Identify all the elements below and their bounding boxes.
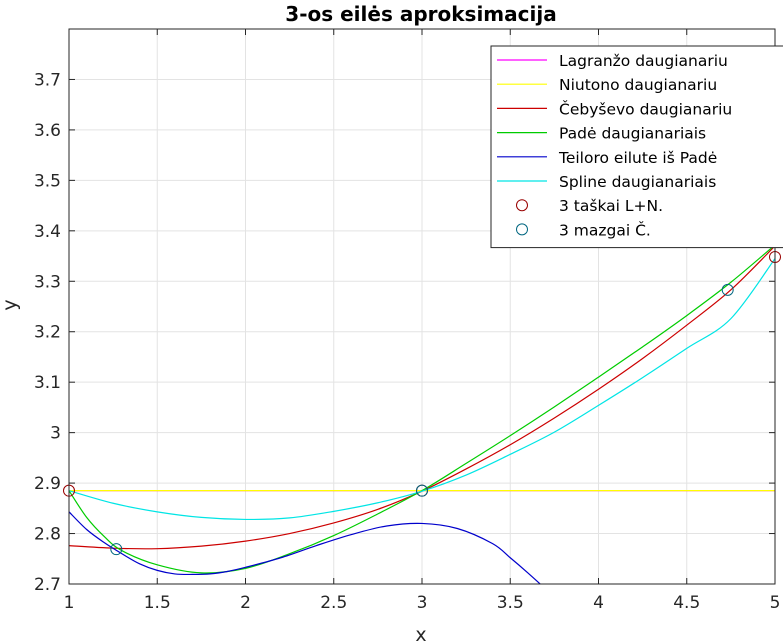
legend-label-lagranzo-daugianariu: Lagranžo daugianariu xyxy=(559,52,728,70)
marker-3-mazgai-c xyxy=(721,283,734,296)
y-tick-label: 3 xyxy=(50,424,61,444)
legend-swatch-3-taskai-l-n xyxy=(516,199,528,212)
y-axis-label: y xyxy=(0,299,21,310)
series-line-spline-daugianariais xyxy=(69,258,775,521)
marker-3-mazgai-c xyxy=(416,484,428,497)
y-tick-label: 3.5 xyxy=(34,171,61,191)
legend-label-niutono-daugianariu: Niutono daugianariu xyxy=(559,76,717,94)
axis-ticks: 1 1.5 2 2.5 3 3.5 4 4.5 5 2.7 2.8 2.9 3 3.1 3.2 3.3 3.4 3… xyxy=(34,29,780,613)
legend-label-pade-daugianariais: Padė daugianariais xyxy=(559,125,706,143)
legend-label-cebysevo-daugianariu: Čebyševo daugianariu xyxy=(559,99,732,118)
marker-3-mazgai-c xyxy=(110,543,123,556)
y-tick-label: 2.9 xyxy=(34,474,61,494)
y-tick-label: 3.7 xyxy=(34,70,61,90)
series-line-teiloro-eilute-is-pade xyxy=(69,511,542,584)
x-tick-label: 3.5 xyxy=(497,593,524,613)
y-tick-label: 2.8 xyxy=(34,525,61,545)
legend-label-spline-daugianariais: Spline daugianariais xyxy=(559,173,716,191)
legend-box xyxy=(490,45,783,249)
legend-label-3-mazgai-c: 3 mazgai Č. xyxy=(559,220,651,239)
y-tick-label: 3.3 xyxy=(34,272,61,292)
y-tick-label: 3.1 xyxy=(34,373,61,393)
legend: Lagranžo daugianariu Niutono daugianariu Č… xyxy=(490,45,783,249)
x-tick-label: 3 xyxy=(417,593,428,613)
y-tick-label: 3.6 xyxy=(34,121,61,141)
chart-title: 3-os eilės aproksimacija xyxy=(285,2,556,26)
x-tick-label: 1.5 xyxy=(144,593,171,613)
x-tick-label: 1 xyxy=(64,593,75,613)
legend-swatch-3-mazgai-c xyxy=(516,223,528,236)
y-tick-label: 3.2 xyxy=(34,323,61,343)
x-tick-label: 2 xyxy=(240,593,251,613)
legend-label-teiloro-eilute-is-pade: Teiloro eilute iš Padė xyxy=(558,149,717,167)
x-tick-label: 5 xyxy=(770,593,781,613)
x-tick-label: 2.5 xyxy=(320,593,347,613)
y-tick-label: 3.4 xyxy=(34,222,61,242)
x-axis-label: x xyxy=(415,624,426,644)
y-tick-label: 2.7 xyxy=(34,575,61,595)
x-tick-label: 4.5 xyxy=(673,593,700,613)
x-tick-label: 4 xyxy=(593,593,604,613)
legend-label-3-taskai-l-n: 3 taškai L+N. xyxy=(559,197,663,215)
